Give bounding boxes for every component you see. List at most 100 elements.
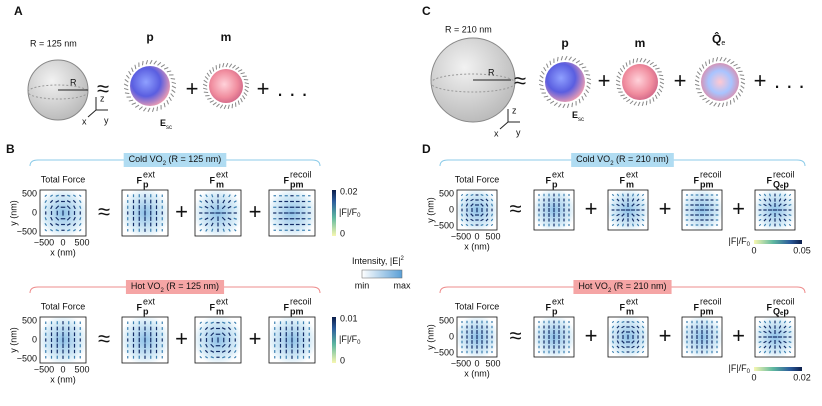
force-arrow [465,223,469,227]
field-dash [128,99,134,102]
term-sup: ext [552,296,565,306]
force-arrow [758,345,762,349]
term-sup: recoil [700,296,722,306]
x-axis-label: x (nm) [50,374,76,384]
field-dash [712,57,714,63]
state-sub: 2 [163,161,167,167]
plus: + [249,326,262,351]
force-arrow [788,198,792,202]
field-dash [212,67,215,72]
force-arrow [611,218,615,222]
force-arrow [631,340,635,344]
term-symbol: F [694,175,700,185]
term-symbol: F [284,302,290,312]
field-dash [207,97,212,100]
force-arrow [768,330,772,334]
term-sub: pm [290,179,304,189]
term-sub: m [216,179,224,189]
term-symbol: F [546,175,552,185]
field-dash [166,99,169,105]
colorbar-label-sub: 0 [357,340,361,346]
force-arrow [763,320,767,324]
force-arrow [783,350,787,354]
force-arrow [636,198,640,202]
field-dash [737,92,742,97]
term-symbol: F [767,175,773,185]
field-dash [134,104,140,108]
force-arrow [778,325,782,329]
force-arrow [227,349,232,354]
force-arrow [221,327,226,330]
force-arrow [631,351,635,353]
force-arrow [222,321,226,324]
force-arrow [763,213,767,217]
force-arrow [50,216,53,221]
field-dash [244,82,250,85]
force-arrow [758,223,762,227]
x-tick-label: 500 [485,231,500,241]
force-arrow [491,203,493,207]
force-arrow [779,320,781,324]
state-text: Hot VO [131,281,161,291]
field-dash [168,96,172,102]
field-dash [232,64,236,69]
force-arrow [611,204,615,206]
field-dash [124,92,130,95]
force-arrow [465,198,469,202]
force-arrow [79,217,82,221]
term-sub: Qₑp [773,179,789,189]
force-arrow [783,223,787,227]
force-arrow [233,194,237,198]
field-dash [240,72,245,75]
field-dash [546,98,552,101]
force-arrow [221,350,226,353]
force-arrow [490,198,494,202]
multipole-label: m [635,36,646,50]
total-title: Total Force [41,301,86,311]
force-arrow [616,213,620,217]
field-dash [171,89,176,93]
field-dash [726,58,731,63]
force-arrow [49,199,54,204]
panel-label: B [6,142,15,156]
field-dash [622,64,626,70]
force-arrow [490,223,494,227]
x-tick-label: 0 [60,237,65,247]
field-dash [726,101,728,107]
force-arrow [768,345,772,349]
force-arrow [616,345,620,349]
force-arrow [611,198,615,202]
force-arrow [491,213,493,217]
field-dash [222,62,225,68]
axis-y: y [104,115,109,125]
force-arrow [631,218,635,222]
colorbar-label: |F|/F0 [339,207,361,218]
field-dash [572,57,577,62]
force-arrow [470,224,474,226]
force-arrow [204,326,209,331]
force-arrow [205,332,208,337]
field-dash [649,61,654,66]
field-dash [585,73,591,76]
term-sub: pm [290,306,304,316]
intensity-label: Intensity, |E|2 [352,256,405,267]
y-tick-label: 0 [449,204,454,214]
force-arrow [768,203,772,207]
state-sub: 2 [608,288,612,294]
state-box [123,153,227,167]
plus: + [659,323,672,348]
force-arrow [612,330,614,334]
y-tick-label: −500 [17,226,37,236]
force-arrow [199,194,203,198]
force-arrow [788,214,792,216]
force-arrow [616,330,620,334]
equator [430,73,516,93]
y-tick-label: 0 [449,331,454,341]
term-symbol: F [620,175,626,185]
field-dash [123,87,129,91]
field-dash [705,61,707,67]
force-arrow [44,217,47,221]
force-arrow [234,332,237,336]
force-arrow [763,340,767,344]
